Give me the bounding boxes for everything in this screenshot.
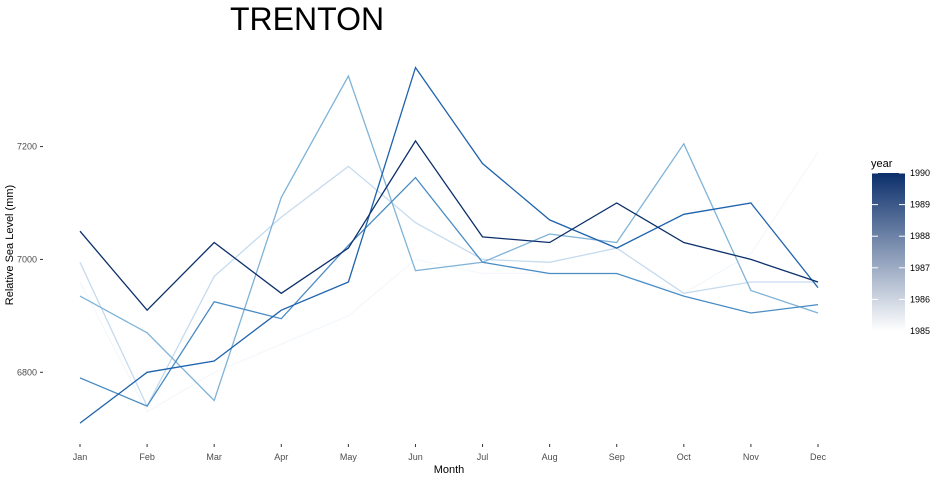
series-line-1987 — [79, 74, 819, 402]
x-tick-label-jul: Jul — [477, 452, 489, 462]
series-lines — [79, 66, 819, 424]
y-tick-label: 7200 — [17, 142, 37, 152]
legend-label-1989: 1989 — [910, 200, 930, 210]
x-tick-label-mar: Mar — [206, 452, 222, 462]
legend-label-1990: 1990 — [910, 168, 930, 178]
x-tick-label-oct: Oct — [677, 452, 692, 462]
y-axis: 6800 7000 7200 — [17, 142, 43, 377]
legend-label-1985: 1985 — [910, 326, 930, 336]
x-tick-label-feb: Feb — [139, 452, 155, 462]
series-line-1985 — [79, 151, 819, 413]
y-axis-label: Relative Sea Level (mm) — [4, 185, 16, 305]
x-tick-label-may: May — [340, 452, 358, 462]
series-line-1990 — [79, 139, 819, 312]
x-axis-label: Month — [434, 464, 465, 476]
y-tick-label: 7000 — [17, 254, 37, 264]
y-tick-label: 6800 — [17, 367, 37, 377]
x-tick-label-apr: Apr — [274, 452, 288, 462]
x-tick-label-jun: Jun — [408, 452, 423, 462]
legend: year 1990 1989 1988 1987 1986 1985 — [871, 158, 930, 336]
legend-label-1986: 1986 — [910, 294, 930, 304]
chart-title: TRENTON — [230, 1, 384, 37]
legend-ticks: 1990 1989 1988 1987 1986 1985 — [872, 168, 930, 336]
legend-label-1988: 1988 — [910, 231, 930, 241]
series-line-1989 — [79, 66, 819, 424]
series-line-1988 — [79, 176, 819, 407]
legend-colorbar — [872, 173, 905, 331]
series-line-1986 — [79, 165, 818, 408]
x-tick-label-dec: Dec — [810, 452, 827, 462]
legend-title: year — [871, 158, 893, 170]
x-tick-label-sep: Sep — [609, 452, 625, 462]
x-tick-label-aug: Aug — [542, 452, 558, 462]
x-tick-label-nov: Nov — [743, 452, 760, 462]
legend-label-1987: 1987 — [910, 263, 930, 273]
x-axis: Jan Feb Mar Apr May Jun Jul Aug Sep Oct Nov Dec — [73, 444, 827, 462]
x-tick-label-jan: Jan — [73, 452, 88, 462]
